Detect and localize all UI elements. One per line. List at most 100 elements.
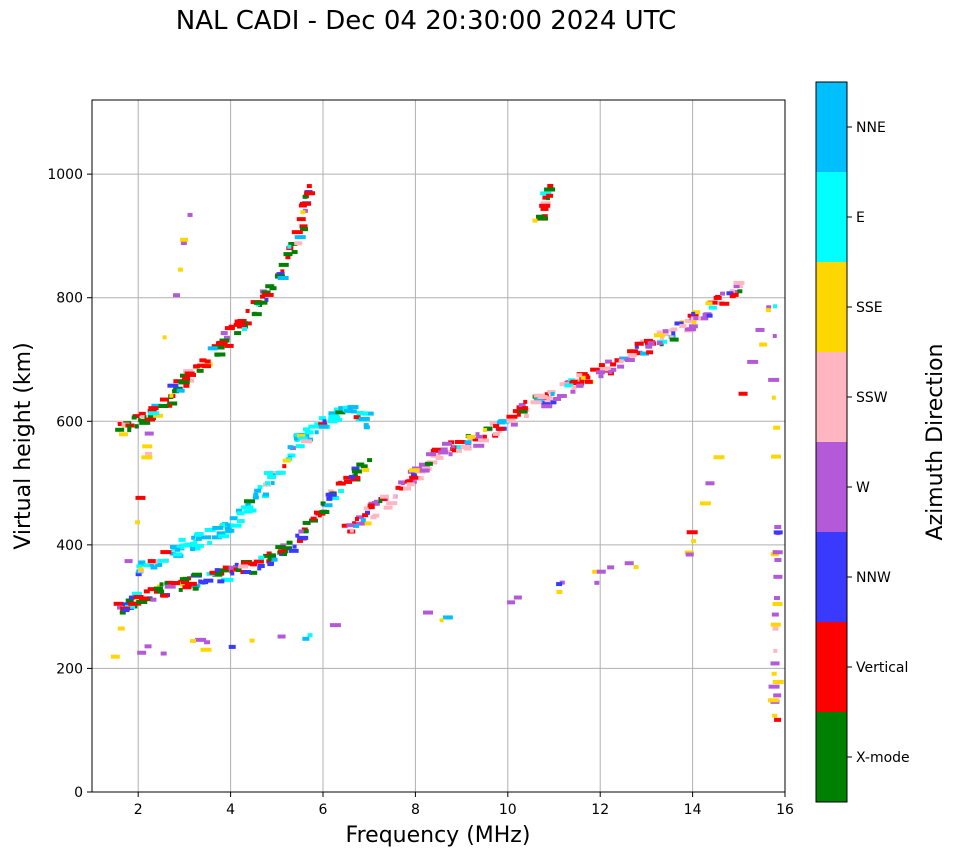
echo-point [755, 327, 765, 332]
echo-point [288, 548, 299, 553]
echo-point [277, 634, 286, 639]
echo-point [404, 479, 414, 484]
echo-point [481, 434, 487, 439]
echo-point [768, 684, 780, 689]
x-axis-label: Frequency (MHz) [346, 823, 531, 848]
echo-point [135, 520, 141, 525]
colorbar-tick-label: W [856, 480, 870, 496]
echo-point [771, 395, 776, 400]
echo-point [308, 424, 319, 429]
echo-point [282, 458, 291, 463]
echo-point [171, 581, 181, 586]
echo-point [164, 584, 176, 589]
echo-point [414, 476, 424, 481]
echo-point [729, 294, 736, 299]
echo-point [774, 557, 782, 562]
echo-point [346, 523, 355, 528]
echo-point [546, 193, 554, 198]
echo-point [378, 499, 383, 504]
echo-point [140, 415, 145, 420]
echo-point [138, 560, 146, 565]
echo-point [772, 601, 783, 606]
echo-point [705, 301, 713, 306]
echo-point [184, 371, 195, 376]
echo-point [350, 477, 357, 482]
echo-point [272, 470, 278, 475]
echo-point [770, 622, 781, 627]
echo-point [204, 640, 211, 645]
echo-point [253, 559, 264, 564]
echo-point [300, 227, 309, 232]
echo-point [409, 468, 421, 473]
echo-point [624, 358, 635, 363]
echo-point [607, 565, 615, 570]
echo-point [269, 561, 275, 566]
echo-point [570, 389, 576, 394]
echo-point [633, 565, 639, 570]
echo-point [224, 343, 234, 348]
echo-point [363, 423, 369, 428]
echo-point [275, 470, 286, 475]
echo-point [236, 511, 245, 516]
echo-point [544, 187, 556, 192]
echo-point [483, 427, 488, 432]
echo-point [193, 364, 199, 369]
colorbar-tick-label: E [856, 210, 865, 226]
echo-point [207, 540, 213, 545]
y-axis: 0 200 400 600 800 1000 [47, 167, 92, 801]
echo-point [610, 362, 617, 367]
echo-point [148, 406, 159, 411]
echo-point [118, 432, 128, 437]
echo-point [363, 425, 370, 430]
echo-point [540, 201, 551, 206]
echo-point [772, 713, 778, 718]
echo-point [435, 455, 444, 460]
echo-point [167, 383, 179, 388]
echo-point [125, 598, 134, 603]
echo-point [733, 280, 745, 285]
echo-point [333, 407, 338, 412]
echo-point [162, 335, 167, 340]
echo-point [544, 392, 549, 397]
echo-point [358, 416, 370, 421]
echo-point [257, 566, 262, 571]
echo-point [322, 419, 327, 424]
echo-point [259, 300, 268, 305]
colorbar-swatch [816, 442, 847, 532]
echo-point [653, 333, 665, 338]
echo-point [409, 475, 419, 480]
echo-point [483, 426, 493, 431]
echo-point [160, 397, 170, 402]
echo-point [737, 289, 743, 294]
echo-point [214, 568, 220, 573]
echo-point [596, 569, 606, 574]
echo-point [355, 475, 361, 480]
echo-point [466, 434, 476, 439]
echo-point [283, 252, 293, 257]
echo-point [540, 191, 552, 196]
y-tick-label: 400 [56, 538, 83, 554]
echo-point [310, 516, 317, 521]
echo-point [598, 374, 604, 379]
echo-point [766, 305, 772, 310]
echo-point [143, 589, 150, 594]
echo-point [772, 550, 783, 555]
echo-point [134, 424, 139, 429]
echo-point [320, 501, 326, 506]
colorbar-swatch [816, 262, 847, 352]
echo-point [442, 615, 453, 620]
echo-point [454, 439, 466, 444]
echo-point [343, 408, 353, 413]
echo-point [169, 393, 174, 398]
echo-point [234, 319, 244, 324]
echo-point [351, 469, 362, 474]
echo-point [332, 496, 340, 501]
y-axis-label: Virtual height (km) [11, 342, 36, 549]
echo-point [220, 522, 226, 527]
echo-point [278, 549, 287, 554]
echo-point [523, 413, 529, 418]
echo-point [201, 364, 211, 369]
echo-point [264, 297, 269, 302]
echo-point [136, 564, 143, 569]
echo-point [240, 505, 251, 510]
